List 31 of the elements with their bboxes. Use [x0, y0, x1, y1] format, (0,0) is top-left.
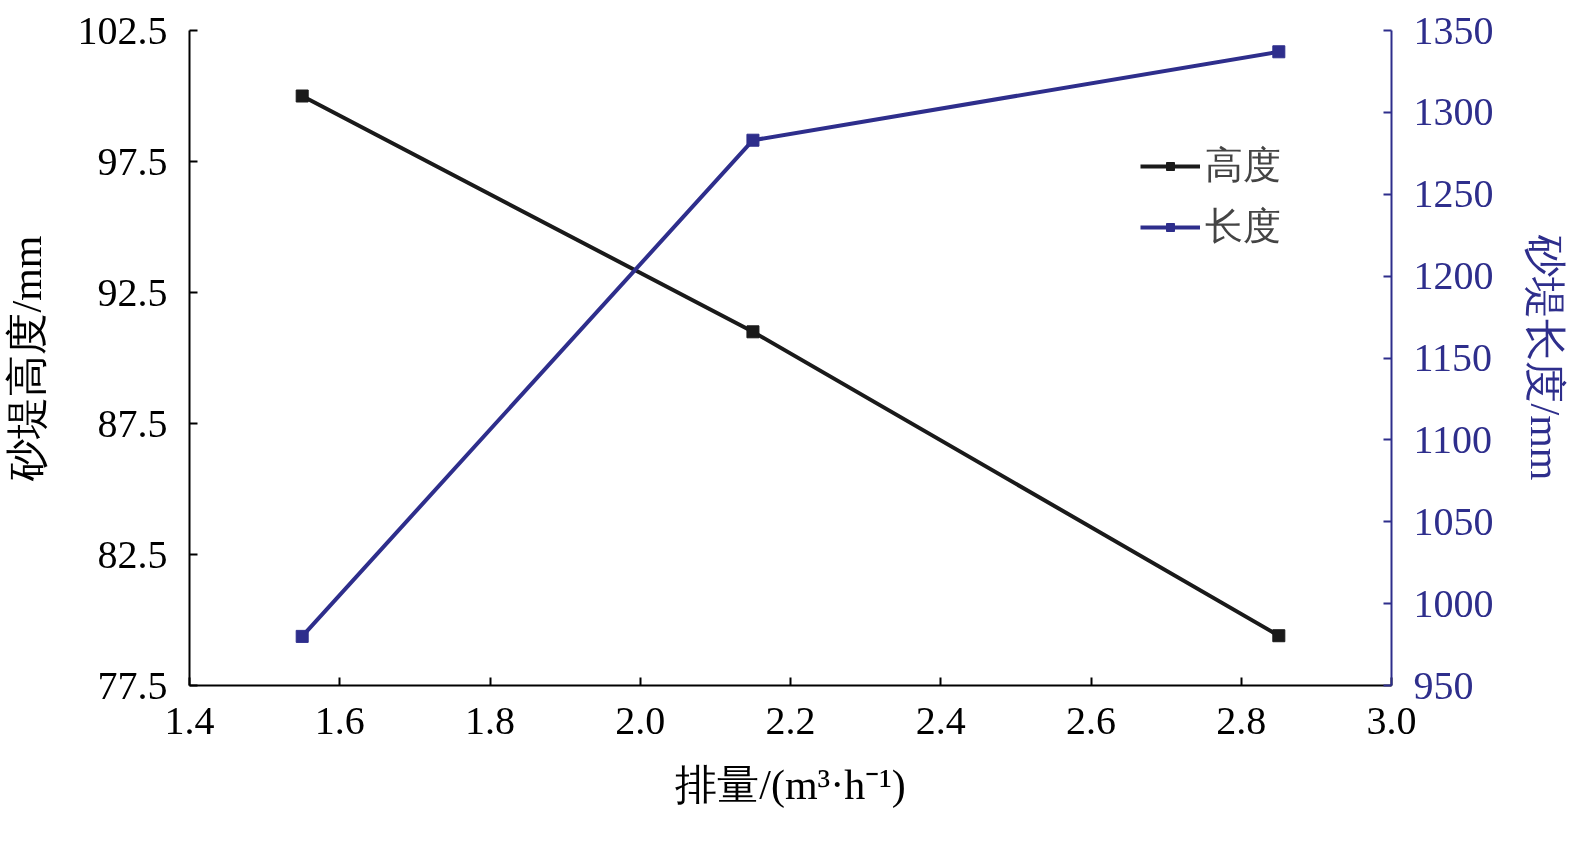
x-tick-label: 2.0: [615, 697, 666, 743]
y-axis-title: 砂堤高度/mm: [3, 235, 50, 482]
legend-label: 高度: [1205, 143, 1281, 188]
y2-tick-label: 1000: [1413, 580, 1494, 626]
y2-axis-title: 砂堤长度/mm: [1521, 234, 1568, 481]
x-tick-label: 2.6: [1066, 697, 1116, 743]
x-tick-label: 2.8: [1216, 697, 1267, 743]
y-tick-label: 92.5: [97, 269, 168, 315]
y2-tick-label: 1050: [1413, 498, 1494, 544]
y2-tick-label: 1200: [1413, 253, 1494, 299]
point: [295, 89, 309, 103]
x-tick-label: 1.6: [314, 697, 365, 743]
y2-tick-label: 1300: [1413, 89, 1494, 135]
x-tick-label: 2.2: [765, 697, 816, 743]
y2-tick-label: 1150: [1413, 335, 1493, 380]
point: [295, 629, 309, 643]
y2-tick-label: 1250: [1413, 171, 1494, 217]
y2-tick-label: 1100: [1413, 416, 1493, 462]
point: [1272, 629, 1286, 643]
y-tick-label: 102.5: [77, 7, 168, 53]
y-tick-label: 97.5: [97, 138, 168, 184]
y2-tick-label: 1350: [1413, 7, 1494, 53]
y-tick-label: 82.5: [97, 531, 168, 577]
x-axis-title: 排量/(m³·h⁻¹): [675, 761, 906, 809]
point: [1272, 45, 1286, 59]
point: [746, 133, 760, 147]
x-tick-label: 2.4: [915, 697, 966, 743]
point: [746, 325, 760, 339]
x-tick-label: 1.8: [465, 697, 515, 743]
y-tick-label: 87.5: [97, 400, 168, 446]
legend-label: 长度: [1205, 204, 1281, 249]
